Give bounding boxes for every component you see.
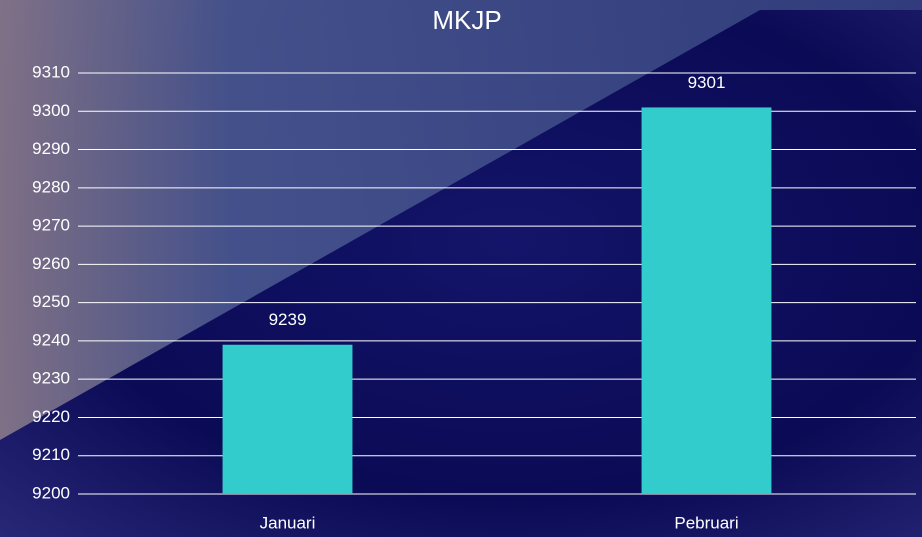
y-tick-label: 9230	[32, 369, 70, 388]
chart: MKJP 9200 9210 9220 9230 9240 9250 9260 9270 928…	[0, 0, 922, 537]
y-tick-label: 9220	[32, 407, 70, 426]
page: MKJP 9200 9210 9220 9230 9240 9250 9260 9270 928…	[0, 0, 922, 537]
y-tick-label: 9250	[32, 292, 70, 311]
y-tick-label: 9200	[32, 483, 70, 502]
data-label: 9239	[269, 310, 307, 329]
y-tick-label: 9280	[32, 177, 70, 196]
x-tick-label: Januari	[260, 513, 316, 532]
bar	[223, 345, 353, 494]
y-tick-label: 9270	[32, 216, 70, 235]
bar	[642, 107, 772, 494]
y-tick-label: 9300	[32, 101, 70, 120]
y-tick-label: 9240	[32, 330, 70, 349]
y-tick-label: 9310	[32, 62, 70, 81]
x-tick-label: Pebruari	[674, 513, 738, 532]
data-label: 9301	[688, 73, 726, 92]
y-tick-label: 9210	[32, 445, 70, 464]
y-tick-label: 9290	[32, 139, 70, 158]
chart-title: MKJP	[432, 5, 501, 35]
y-tick-label: 9260	[32, 254, 70, 273]
